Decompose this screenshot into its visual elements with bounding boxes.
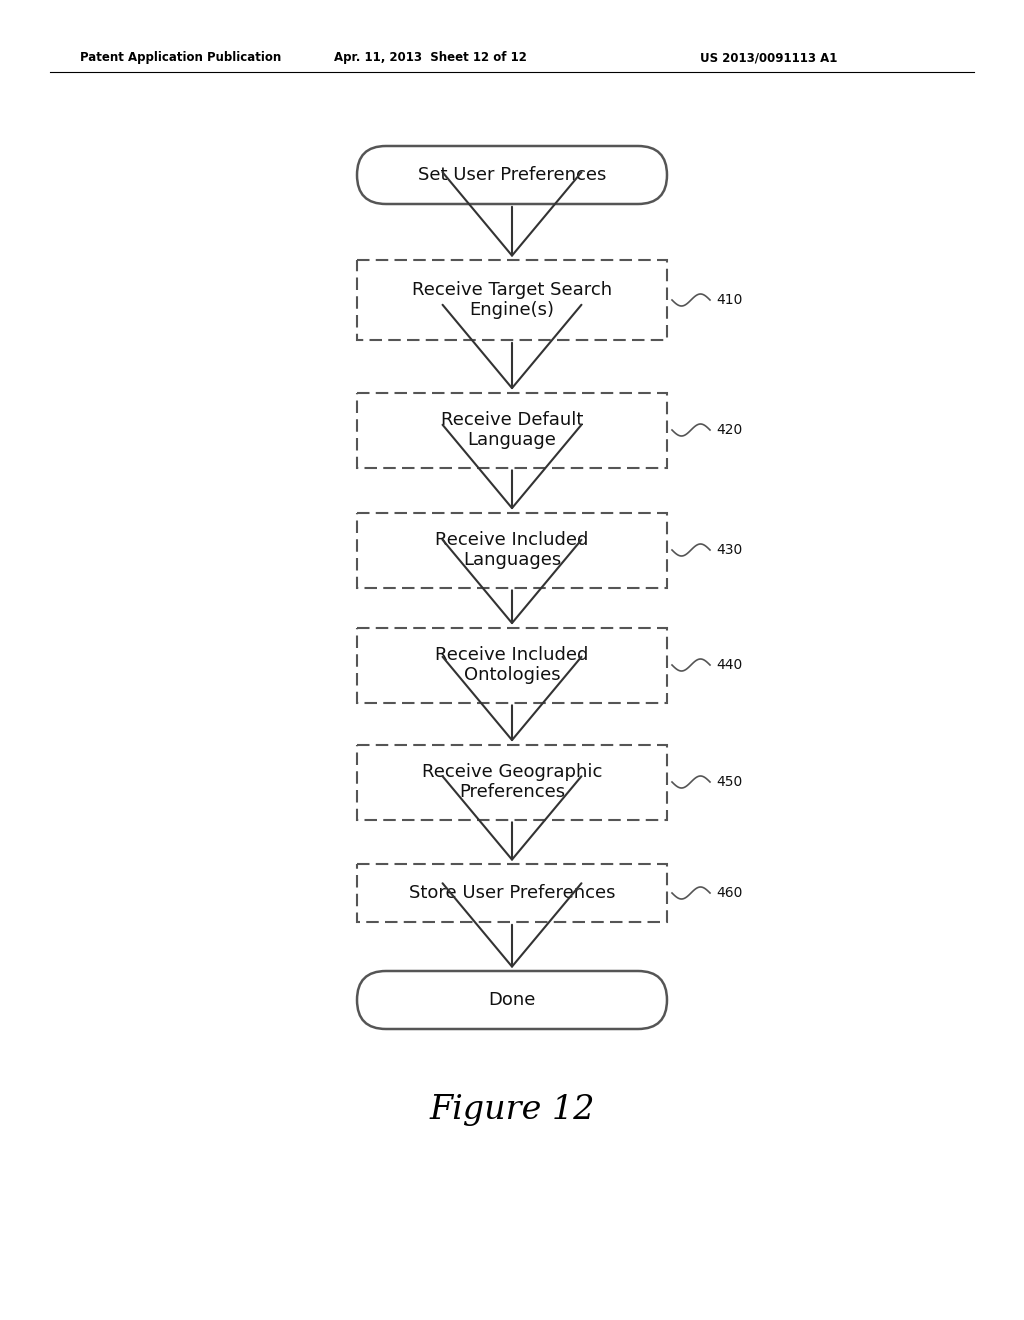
Bar: [357, 392, 667, 467]
Text: US 2013/0091113 A1: US 2013/0091113 A1: [700, 51, 838, 65]
Text: 450: 450: [716, 775, 742, 789]
Text: Set User Preferences: Set User Preferences: [418, 166, 606, 183]
FancyBboxPatch shape: [357, 147, 667, 205]
Bar: [357, 865, 667, 921]
Text: Store User Preferences: Store User Preferences: [409, 884, 615, 902]
Text: 420: 420: [716, 422, 742, 437]
FancyBboxPatch shape: [357, 972, 667, 1030]
Bar: [357, 260, 667, 341]
Text: Apr. 11, 2013  Sheet 12 of 12: Apr. 11, 2013 Sheet 12 of 12: [334, 51, 526, 65]
Text: Receive Default
Language: Receive Default Language: [440, 411, 584, 449]
Text: Receive Included
Ontologies: Receive Included Ontologies: [435, 645, 589, 684]
Bar: [357, 627, 667, 702]
Bar: [357, 512, 667, 587]
Text: 440: 440: [716, 657, 742, 672]
Bar: [357, 744, 667, 820]
Text: Receive Geographic
Preferences: Receive Geographic Preferences: [422, 763, 602, 801]
Text: Receive Target Search
Engine(s): Receive Target Search Engine(s): [412, 281, 612, 319]
Text: 410: 410: [716, 293, 742, 308]
Text: Receive Included
Languages: Receive Included Languages: [435, 531, 589, 569]
Text: Figure 12: Figure 12: [429, 1094, 595, 1126]
Text: 460: 460: [716, 886, 742, 900]
Text: Patent Application Publication: Patent Application Publication: [80, 51, 282, 65]
Text: Done: Done: [488, 991, 536, 1008]
Text: 430: 430: [716, 543, 742, 557]
